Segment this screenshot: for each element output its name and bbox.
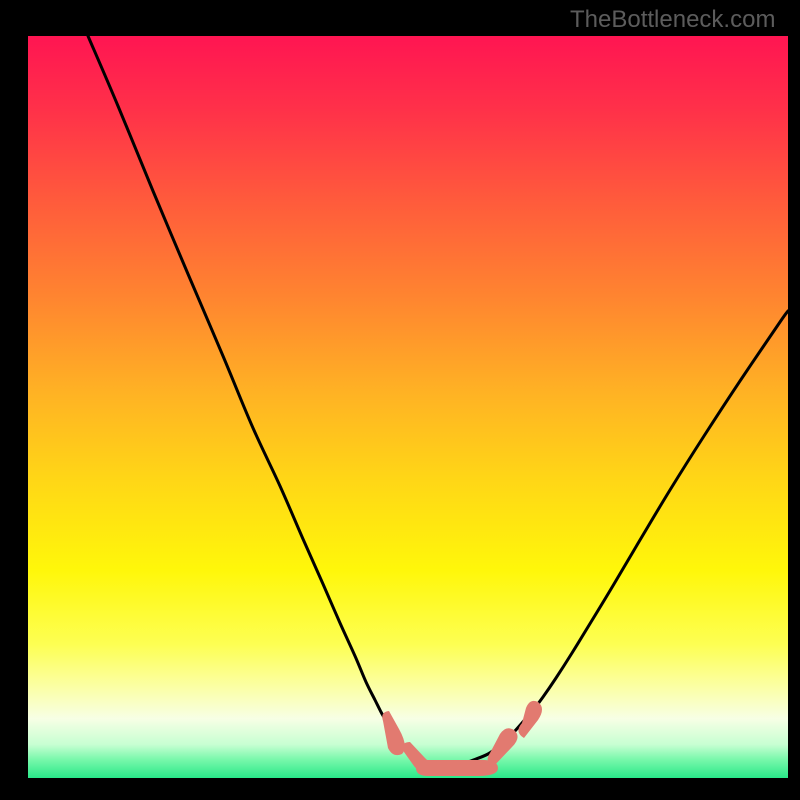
watermark-text: TheBottleneck.com (570, 6, 775, 34)
bottleneck-curve-chart (28, 36, 788, 778)
valley-marker-segment (416, 760, 498, 776)
chart-frame: TheBottleneck.com (0, 0, 800, 800)
gradient-background (28, 36, 788, 778)
